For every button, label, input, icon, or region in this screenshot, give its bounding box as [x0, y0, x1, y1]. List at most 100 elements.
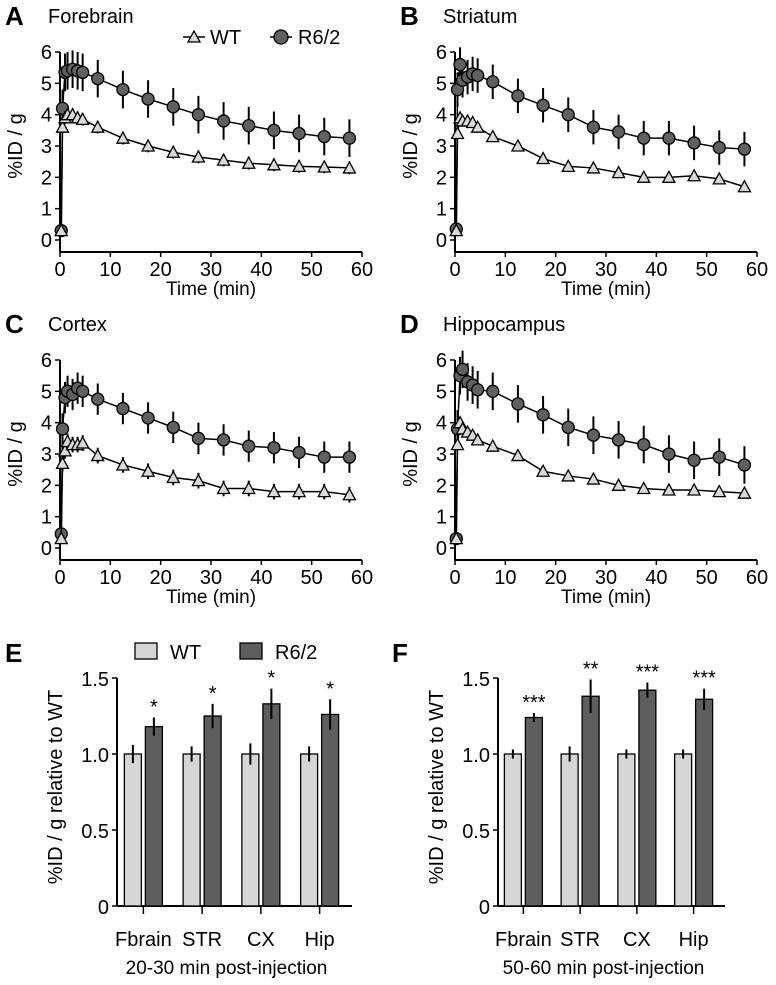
data-point-wt [191, 473, 206, 487]
data-point-r62 [561, 108, 575, 122]
panel-title: Cortex [48, 314, 107, 336]
panel-letter: B [400, 1, 419, 31]
data-point-r62 [116, 401, 130, 416]
panel-title: Hippocampus [443, 314, 565, 336]
data-point-wt [636, 481, 651, 495]
x-tick-label: 40 [645, 259, 667, 281]
panel-d: D Hippocampus 0 10 20 30 40 50 60 0 1 2 3 4 5 6 Time (mi… [400, 309, 768, 608]
data-point-r62 [292, 445, 306, 460]
x-tick-label: 10 [99, 567, 121, 589]
significance-label: *** [522, 692, 546, 714]
data-point-r62 [712, 140, 726, 155]
data-point-r62 [55, 422, 70, 436]
data-point-r62 [687, 136, 701, 150]
data-point-r62 [586, 428, 601, 442]
x-axis-label: Time (min) [561, 279, 651, 300]
panel-a: A Forebrain 0 10 20 30 40 50 60 0 1 2 3 4 5 6 Time (min)… [5, 1, 373, 300]
bar-wt [503, 753, 523, 907]
legend-label-r62: R6/2 [275, 642, 317, 664]
data-point-r62 [242, 439, 256, 453]
series-line-wt [455, 116, 745, 231]
panel-letter: A [5, 1, 24, 31]
data-point-wt [470, 432, 485, 446]
data-point-wt [470, 119, 485, 133]
panel-b: B Striatum 0 10 20 30 40 50 60 0 1 2 3 4 5 6 Time (min)%… [400, 1, 768, 300]
data-point-r62 [486, 384, 500, 398]
legend-label-wt: WT [170, 642, 201, 664]
data-point-r62 [470, 68, 485, 83]
x-tick-label: 10 [494, 567, 516, 589]
data-point-wt [510, 138, 526, 152]
bar-r62 [638, 689, 657, 907]
significance-label: *** [692, 668, 716, 690]
data-point-wt [216, 152, 231, 166]
data-point-r62 [242, 118, 256, 133]
data-point-wt [450, 437, 465, 451]
data-point-wt [115, 130, 131, 144]
data-point-r62 [292, 126, 306, 141]
y-tick-label: 1 [436, 507, 447, 529]
y-tick-label: 1 [41, 199, 52, 221]
y-tick-label: 1 [436, 199, 447, 221]
data-point-r62 [166, 100, 180, 114]
data-point-r62 [191, 431, 206, 445]
category-label: CX [247, 929, 275, 951]
data-point-r62 [455, 362, 470, 377]
legend-label-wt: WT [210, 27, 241, 49]
data-point-wt [266, 484, 282, 498]
data-point-r62 [267, 441, 281, 455]
data-point-wt [535, 463, 551, 477]
y-tick-label: 5 [41, 73, 52, 95]
bar-r62 [262, 703, 281, 907]
data-point-r62 [267, 123, 281, 137]
x-axis-label: Time (min) [166, 279, 256, 300]
x-tick-label: 50 [696, 259, 718, 281]
data-point-wt [166, 470, 181, 484]
x-tick-label: 20 [150, 259, 172, 281]
y-tick-label: 0 [41, 538, 52, 560]
data-point-wt [712, 484, 727, 498]
data-point-wt [686, 168, 702, 182]
y-axis-label: %ID / g [400, 113, 422, 179]
y-tick-label: 1.5 [81, 669, 109, 691]
y-tick-label: 0.5 [462, 821, 490, 843]
data-point-r62 [470, 383, 485, 397]
x-tick-label: 60 [746, 259, 768, 281]
data-point-r62 [611, 125, 626, 139]
y-tick-label: 3 [41, 444, 52, 466]
y-tick-label: 0 [479, 897, 490, 919]
data-point-r62 [166, 420, 180, 435]
series-line-wt [455, 422, 745, 539]
bar-wt [241, 753, 260, 907]
x-tick-label: 50 [301, 567, 323, 589]
y-axis-label: %ID / g [5, 421, 27, 487]
bar-wt [673, 753, 693, 907]
bar-wt [299, 753, 319, 907]
panel-letter: D [400, 309, 419, 339]
data-point-wt [75, 112, 90, 126]
data-point-wt [737, 179, 752, 193]
panel-letter: E [5, 638, 22, 668]
y-tick-label: 5 [436, 381, 447, 403]
category-label: Hip [305, 929, 335, 951]
data-point-wt [191, 149, 206, 163]
category-label: STR [182, 929, 222, 951]
data-point-wt [241, 155, 256, 169]
bar-wt [560, 753, 579, 907]
data-point-wt [535, 151, 551, 165]
series-line-wt [60, 113, 350, 231]
data-point-wt [342, 487, 357, 501]
y-tick-label: 6 [41, 350, 52, 372]
panel-c: C Cortex 0 10 20 30 40 50 60 0 1 2 3 4 5 6 Time (min) %ID… [5, 309, 373, 608]
data-point-wt [317, 484, 332, 498]
data-point-wt [561, 468, 576, 482]
significance-label: * [150, 697, 158, 719]
data-point-wt [140, 463, 156, 477]
y-tick-label: 4 [436, 413, 447, 435]
data-point-r62 [141, 411, 155, 425]
y-tick-label: 4 [41, 413, 52, 435]
y-tick-label: 6 [436, 42, 447, 64]
y-tick-label: 2 [436, 475, 447, 497]
data-point-wt [115, 457, 131, 471]
data-point-wt [54, 531, 69, 545]
